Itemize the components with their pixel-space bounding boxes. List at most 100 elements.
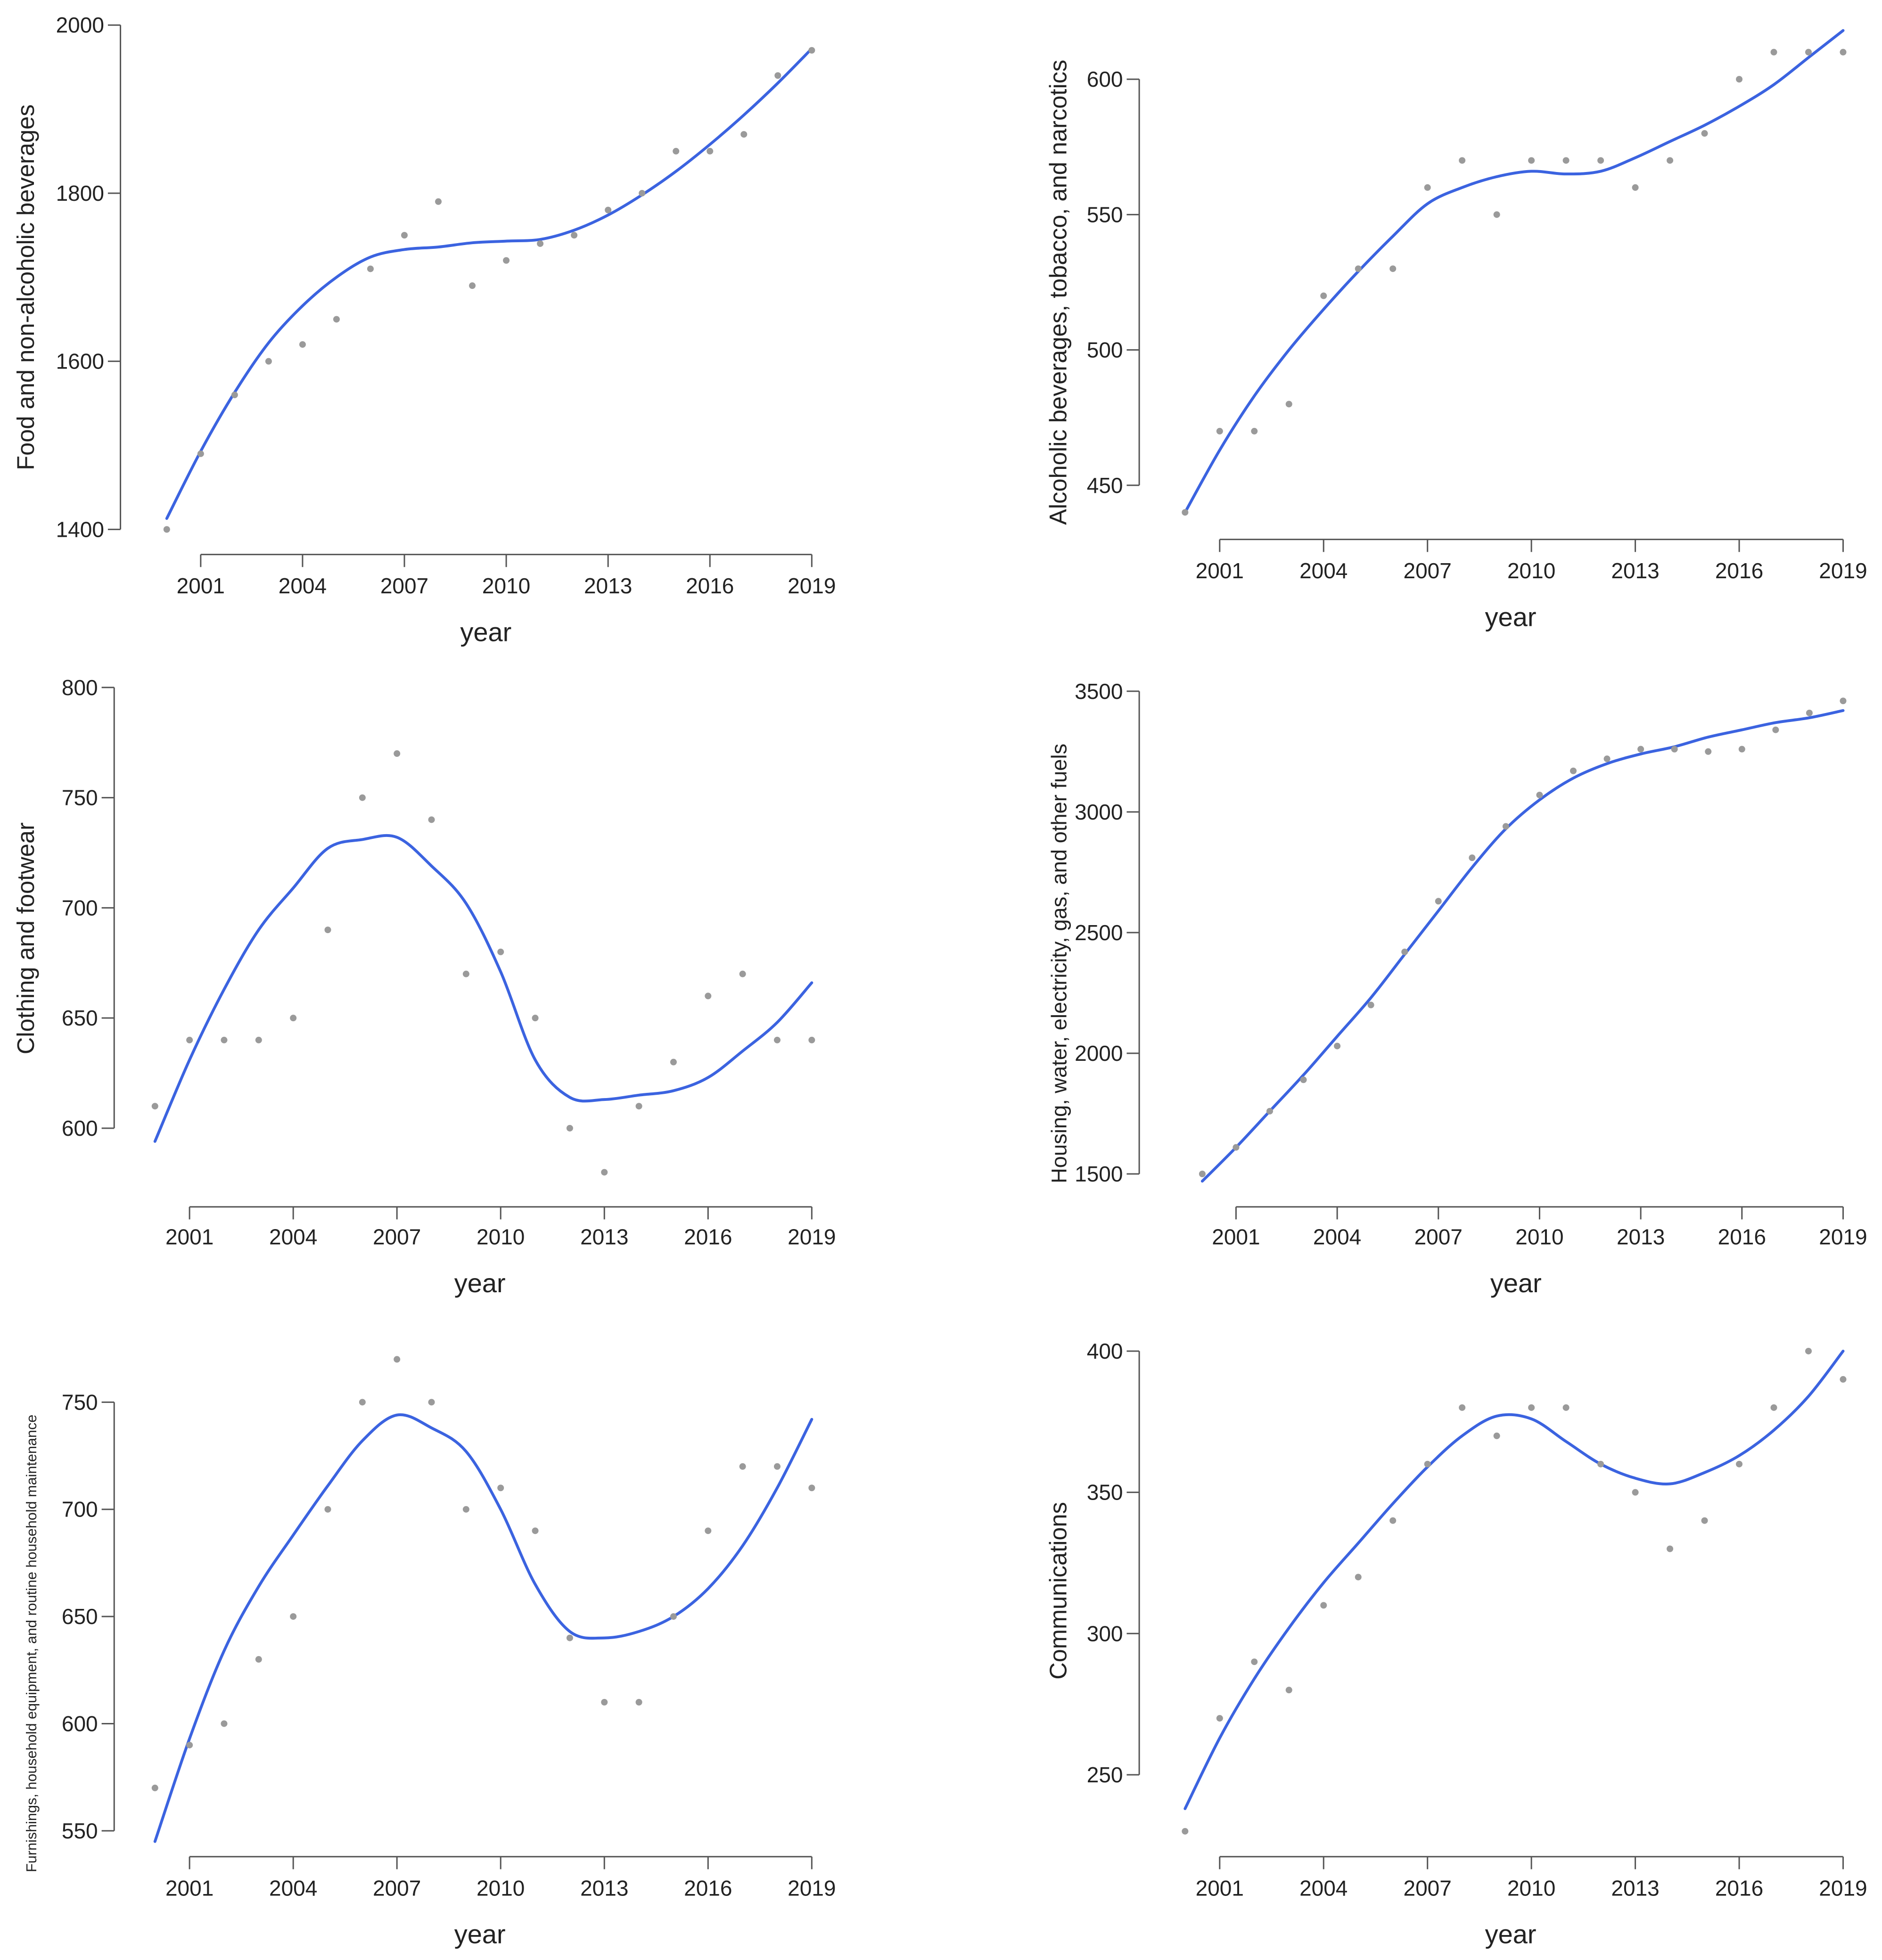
x-tick-label: 2004 <box>269 1225 317 1249</box>
y-tick-label: 750 <box>62 786 98 810</box>
data-point <box>1603 755 1611 763</box>
data-point <box>1300 1076 1307 1083</box>
data-point <box>359 794 366 801</box>
data-point <box>773 1463 781 1470</box>
data-point <box>1736 76 1743 83</box>
data-point <box>705 1527 712 1534</box>
x-tick-label: 2001 <box>165 1876 214 1900</box>
data-point <box>1285 1687 1292 1694</box>
data-point <box>566 1634 573 1641</box>
chart-panel-furnishings: 2001 2004 2007 2010 2013 2016 2019 550 600 650 700… <box>24 1356 836 1949</box>
x-axis-title: year <box>454 1268 506 1298</box>
data-point <box>497 1484 504 1492</box>
data-point <box>469 282 476 289</box>
data-point <box>1182 1828 1189 1835</box>
x-tick-label: 2019 <box>1819 1876 1867 1900</box>
data-point <box>537 240 544 247</box>
x-tick-label: 2010 <box>477 1225 525 1249</box>
data-point <box>670 1613 677 1620</box>
data-point <box>1528 1404 1535 1411</box>
x-tick-label: 2019 <box>788 1876 836 1900</box>
data-point <box>635 1103 642 1110</box>
data-point <box>1536 791 1543 798</box>
y-tick-label: 3000 <box>1075 800 1123 824</box>
x-tick-label: 2001 <box>177 574 225 598</box>
y-tick-label: 700 <box>62 1497 98 1522</box>
x-tick-label: 2013 <box>584 574 632 598</box>
data-point <box>1738 746 1745 753</box>
data-point <box>1251 1658 1258 1665</box>
data-point <box>808 1036 815 1043</box>
data-point <box>1266 1107 1273 1115</box>
y-tick-label: 600 <box>62 1116 98 1140</box>
data-point <box>639 189 646 197</box>
data-point <box>532 1015 539 1022</box>
y-tick-label: 250 <box>1087 1763 1123 1787</box>
data-point <box>428 816 435 823</box>
data-point <box>739 1463 746 1470</box>
y-axis-title: Furnishings, household equipment, and ro… <box>24 1415 40 1872</box>
data-point <box>1367 1001 1374 1009</box>
data-point <box>1216 1715 1223 1722</box>
x-tick-label: 2010 <box>482 574 530 598</box>
data-point <box>1334 1042 1341 1050</box>
y-tick-label: 500 <box>1087 338 1123 362</box>
data-point <box>197 450 204 457</box>
data-point <box>186 1036 193 1043</box>
y-tick-label: 2000 <box>1075 1041 1123 1066</box>
data-point <box>1389 265 1397 272</box>
x-tick-label: 2016 <box>686 574 734 598</box>
data-point <box>221 1720 228 1727</box>
y-axis-title: Food and non-alcoholic beverages <box>12 104 39 470</box>
data-point <box>290 1015 297 1022</box>
data-point <box>163 526 170 533</box>
x-tick-label: 2007 <box>373 1876 421 1900</box>
y-tick-label: 1500 <box>1075 1162 1123 1186</box>
data-point <box>1502 823 1509 830</box>
data-point <box>1562 157 1570 164</box>
data-point <box>394 1356 401 1363</box>
data-point <box>1736 1460 1743 1468</box>
data-point <box>1840 1376 1847 1383</box>
x-tick-label: 2004 <box>279 574 327 598</box>
data-point <box>1770 49 1777 56</box>
data-point <box>1806 709 1813 716</box>
data-point <box>1671 746 1678 753</box>
chart-panel-clothing: 2001 2004 2007 2010 2013 2016 2019 600 650 700 750… <box>12 675 836 1298</box>
data-point <box>1459 1404 1466 1411</box>
x-tick-label: 2019 <box>788 1225 836 1249</box>
data-point <box>1389 1517 1397 1524</box>
x-tick-label: 2001 <box>1212 1225 1260 1249</box>
data-point <box>231 391 238 398</box>
y-tick-label: 800 <box>62 675 98 700</box>
x-tick-label: 2007 <box>373 1225 421 1249</box>
data-point <box>1840 49 1847 56</box>
y-tick-label: 2000 <box>56 13 104 37</box>
y-axis-title: Alcoholic beverages, tobacco, and narcot… <box>1045 60 1072 525</box>
y-axis-title: Communications <box>1045 1502 1072 1680</box>
data-point <box>1182 509 1189 516</box>
data-point <box>1216 427 1223 435</box>
data-point <box>1401 948 1408 955</box>
y-tick-label: 400 <box>1087 1339 1123 1363</box>
data-point <box>1562 1404 1570 1411</box>
data-point <box>1667 1545 1674 1552</box>
data-point <box>571 232 578 239</box>
y-tick-label: 3500 <box>1075 679 1123 704</box>
data-point <box>462 1506 469 1513</box>
x-tick-label: 2010 <box>1515 1225 1563 1249</box>
data-point <box>299 341 306 348</box>
data-point <box>707 148 714 155</box>
data-point <box>1701 130 1708 137</box>
y-tick-label: 750 <box>62 1390 98 1414</box>
x-tick-label: 2001 <box>165 1225 214 1249</box>
data-point <box>670 1058 677 1066</box>
data-point <box>1233 1144 1240 1151</box>
x-tick-label: 2016 <box>684 1876 732 1900</box>
y-tick-label: 700 <box>62 895 98 920</box>
x-tick-label: 2007 <box>1414 1225 1463 1249</box>
y-tick-label: 1600 <box>56 349 104 374</box>
x-tick-label: 2019 <box>1819 1225 1867 1249</box>
data-point <box>1320 1602 1327 1609</box>
data-point <box>808 1484 815 1492</box>
